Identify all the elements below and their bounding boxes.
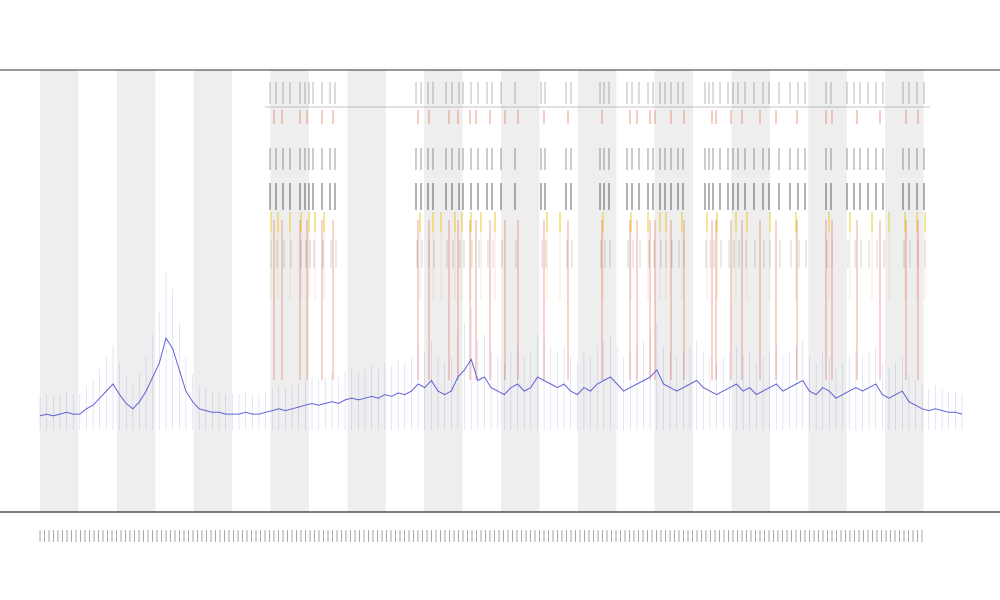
bg-band	[193, 70, 233, 512]
coverage-series	[39, 272, 963, 430]
coverage-spikes	[39, 272, 963, 430]
axes	[0, 69, 1000, 513]
bg-band	[577, 70, 617, 512]
bg-band	[270, 70, 309, 512]
bg-band	[885, 70, 924, 512]
bg-band	[808, 70, 847, 512]
coverage-line	[39, 336, 963, 417]
background-bands	[40, 70, 924, 512]
x-tick-labels	[39, 530, 923, 542]
bg-band	[424, 70, 463, 512]
bg-band	[40, 70, 79, 512]
bg-band	[654, 70, 694, 512]
bg-band	[116, 70, 156, 512]
feature-rows	[269, 82, 926, 380]
bg-band	[731, 70, 770, 512]
bg-band	[501, 70, 540, 512]
bg-band	[347, 70, 386, 512]
